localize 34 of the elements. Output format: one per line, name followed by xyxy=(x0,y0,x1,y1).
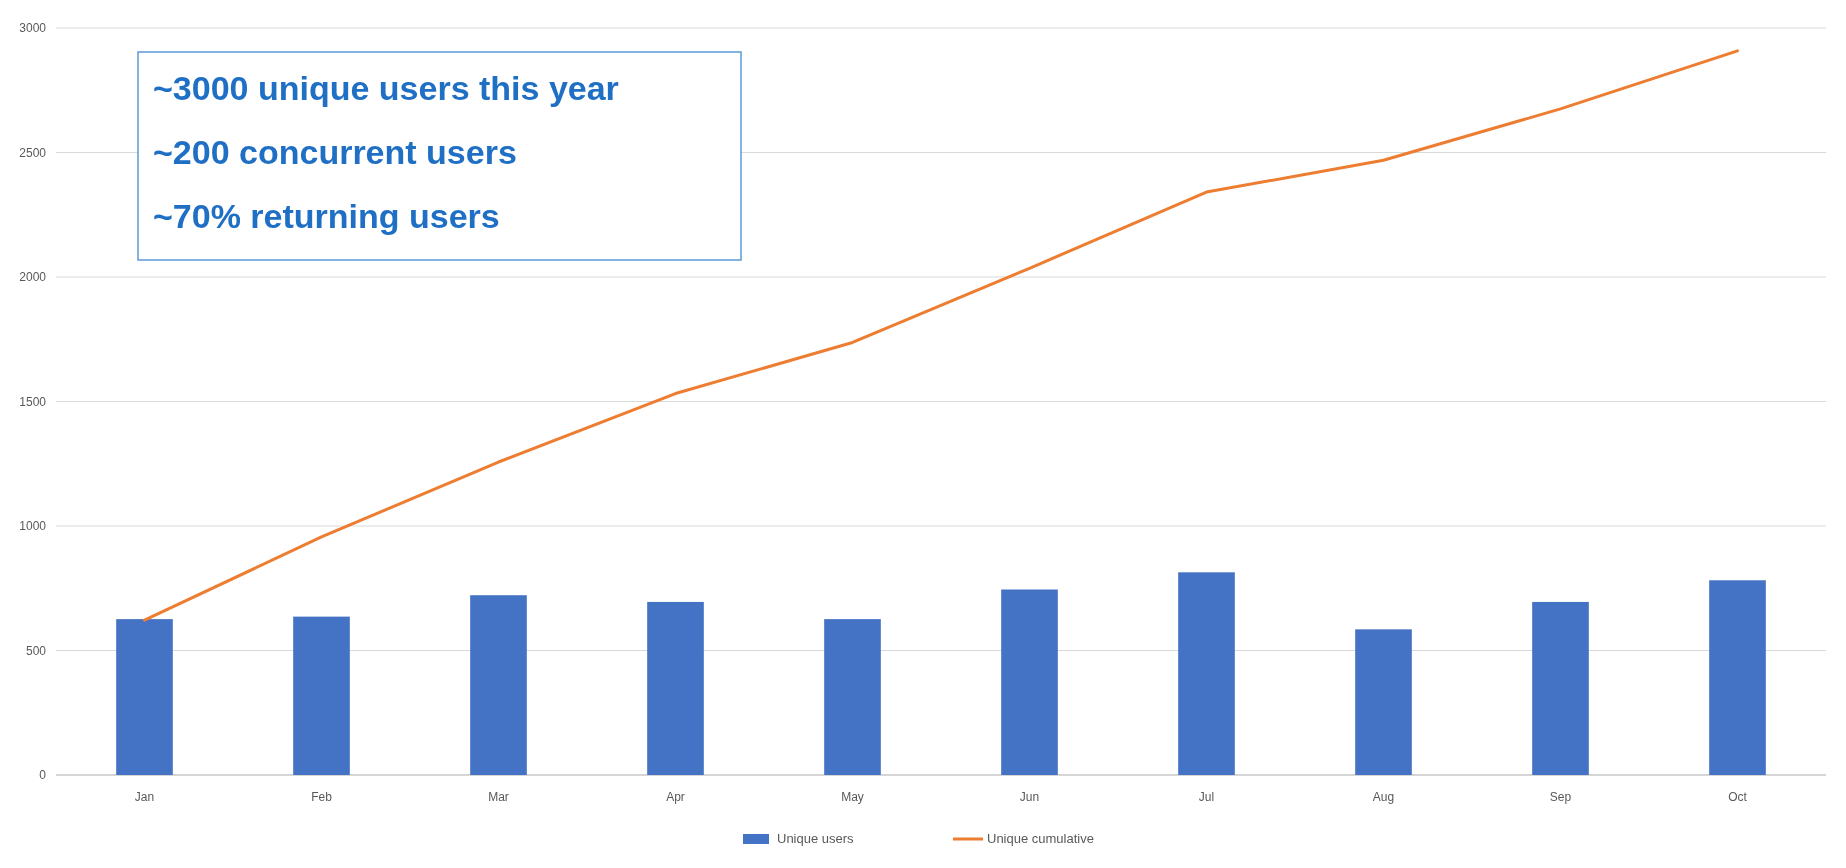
bar xyxy=(647,601,704,775)
bar xyxy=(1178,572,1235,775)
annotation: ~200 concurrent users xyxy=(153,133,517,171)
x-tick-label: Oct xyxy=(1728,790,1748,804)
y-tick-label: 2000 xyxy=(19,270,47,285)
y-tick-label: 0 xyxy=(39,768,47,783)
annotation: ~70% returning users xyxy=(153,197,500,235)
y-tick-label: 500 xyxy=(25,643,47,658)
x-tick-label: Feb xyxy=(311,790,333,804)
bar xyxy=(1355,629,1412,775)
annotation: ~3000 unique users this year xyxy=(153,69,619,107)
legend-label: Unique users xyxy=(777,831,855,846)
x-tick-label: Jul xyxy=(1198,790,1215,804)
legend-label: Unique cumulative xyxy=(987,831,1094,846)
line-series xyxy=(143,49,1739,622)
bar xyxy=(470,595,527,775)
bar xyxy=(824,619,881,775)
bar xyxy=(116,619,173,775)
x-tick-label: Apr xyxy=(666,790,685,804)
x-tick-label: Jan xyxy=(134,790,155,804)
y-tick-label: 3000 xyxy=(19,21,47,36)
x-tick-label: Jun xyxy=(1019,790,1040,804)
y-tick-label: 2500 xyxy=(19,145,47,160)
bar xyxy=(293,616,350,775)
text-box: ~3000 unique users this year ~200 concurrent users ~70% returning users xyxy=(137,51,742,261)
bar xyxy=(1532,601,1589,775)
y-tick-label: 1000 xyxy=(19,519,47,534)
x-tick-label: Mar xyxy=(488,790,509,804)
x-tick-label: Aug xyxy=(1372,790,1395,804)
bar xyxy=(1001,589,1058,775)
bar xyxy=(1709,580,1766,775)
x-tick-label: May xyxy=(841,790,864,804)
y-tick-label: 1500 xyxy=(19,394,47,409)
x-tick-label: Sep xyxy=(1549,790,1572,804)
